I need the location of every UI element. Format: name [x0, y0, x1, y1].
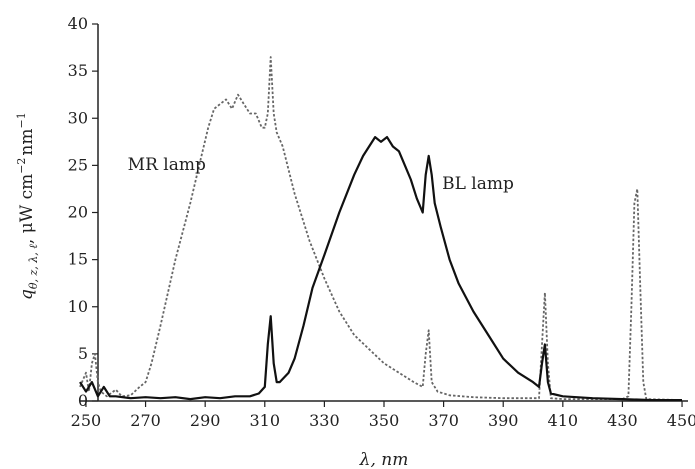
y-tick-label: 30 — [68, 108, 88, 127]
x-tick-label: 330 — [309, 411, 340, 430]
y-tick-label: 0 — [78, 391, 88, 410]
annotation-label: BL lamp — [442, 174, 514, 194]
y-axis-label-symbol: q — [17, 289, 37, 300]
series-line-mr-lamp — [79, 56, 683, 401]
x-tick-label: 390 — [488, 411, 519, 430]
axes — [80, 24, 688, 402]
y-axis-label-exp1: −2 — [15, 158, 28, 174]
x-tick-label: 370 — [428, 411, 459, 430]
y-tick-label: 35 — [68, 61, 88, 80]
y-tick-label: 15 — [68, 250, 88, 269]
x-tick-label: 250 — [71, 411, 102, 430]
x-tick-label: 290 — [190, 411, 221, 430]
y-axis-label-unit2: nm — [17, 128, 37, 155]
x-axis-label: λ, nm — [359, 450, 409, 469]
annotation-label: MR lamp — [128, 155, 206, 175]
y-tick-label: 5 — [78, 344, 88, 363]
y-axis-label: qθ, z, λ, ℓ, μW cm−2 nm−1 — [15, 112, 40, 300]
y-axis-label-unit: , μW cm — [17, 174, 37, 244]
annotations: MR lamp BL lamp — [128, 155, 514, 194]
x-tick-label: 430 — [607, 411, 638, 430]
y-axis-label-exp2: −1 — [15, 112, 28, 128]
series-line-bl-lamp — [79, 136, 682, 402]
x-tick-label: 350 — [369, 411, 400, 430]
y-tick-label: 40 — [68, 14, 88, 33]
y-axis-label-subscript: θ, z, λ, ℓ — [27, 244, 40, 289]
x-tick-label: 310 — [250, 411, 281, 430]
x-tick-label: 270 — [130, 411, 161, 430]
y-tick-label: 10 — [68, 297, 88, 316]
x-tick-label: 410 — [548, 411, 579, 430]
y-ticks: 0 5 10 15 20 25 30 35 40 — [68, 14, 98, 410]
y-tick-label: 20 — [68, 203, 88, 222]
x-tick-label: 450 — [667, 411, 695, 430]
x-ticks: 250 270 290 310 330 350 370 390 410 430 450 — [71, 401, 695, 430]
y-tick-label: 25 — [68, 155, 88, 174]
series-layer — [79, 56, 683, 402]
